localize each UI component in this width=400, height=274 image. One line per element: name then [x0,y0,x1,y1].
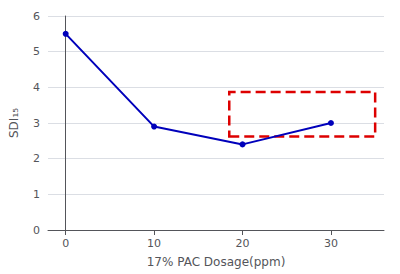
svg-text:10: 10 [147,237,161,250]
svg-text:3: 3 [33,117,40,130]
svg-text:5: 5 [33,45,40,58]
svg-text:SDI₁₅: SDI₁₅ [7,108,21,138]
svg-text:1: 1 [33,188,40,201]
svg-text:17% PAC Dosage(ppm): 17% PAC Dosage(ppm) [147,255,286,269]
svg-text:2: 2 [33,152,40,165]
svg-text:4: 4 [33,81,40,94]
svg-text:0: 0 [62,237,69,250]
svg-text:0: 0 [33,224,40,237]
svg-text:6: 6 [33,10,40,23]
svg-text:20: 20 [236,237,250,250]
svg-text:30: 30 [324,237,338,250]
